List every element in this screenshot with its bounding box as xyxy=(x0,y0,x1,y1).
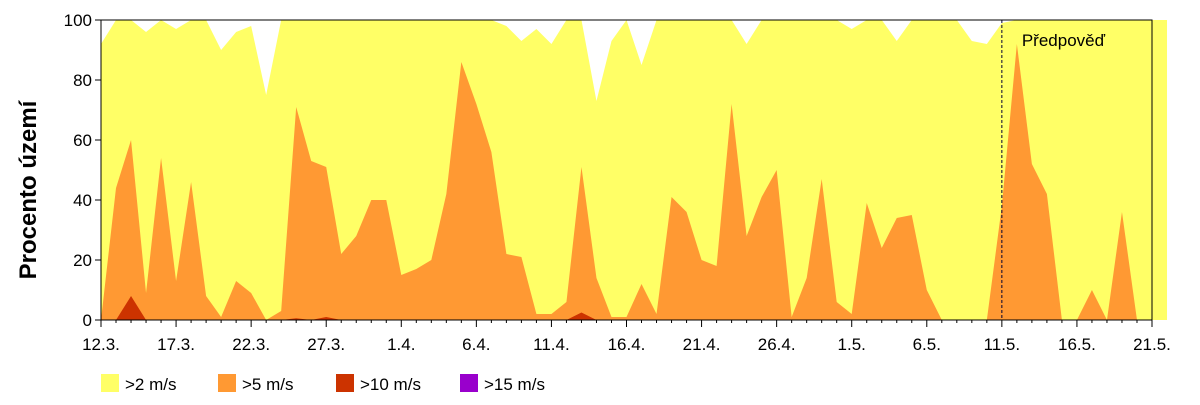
legend-swatch-2 xyxy=(336,374,354,392)
y-tick-label: 20 xyxy=(73,251,92,270)
y-axis-ticks: 0 20 40 60 80 100 xyxy=(64,11,101,330)
series-areas xyxy=(101,20,1168,320)
x-tick-label: 1.5. xyxy=(838,335,866,354)
x-tick-label: 26.4. xyxy=(758,335,796,354)
legend-label-1: >5 m/s xyxy=(242,375,294,394)
y-tick-label: 40 xyxy=(73,191,92,210)
series-area-1 xyxy=(101,44,1168,320)
legend-label-0: >2 m/s xyxy=(125,375,177,394)
forecast-label: Předpověď xyxy=(1022,31,1106,50)
y-tick-label: 0 xyxy=(83,311,92,330)
y-axis-title: Procento území xyxy=(15,99,42,279)
x-tick-label: 27.3. xyxy=(307,335,345,354)
x-tick-label: 16.5. xyxy=(1058,335,1096,354)
y-tick-label: 60 xyxy=(73,131,92,150)
y-tick-label: 100 xyxy=(64,11,92,30)
x-tick-label: 21.4. xyxy=(683,335,721,354)
x-tick-label: 22.3. xyxy=(232,335,270,354)
x-tick-label: 6.5. xyxy=(913,335,941,354)
x-tick-label: 11.4. xyxy=(533,335,570,354)
x-tick-label: 1.4. xyxy=(387,335,415,354)
legend: >2 m/s >5 m/s >10 m/s >15 m/s xyxy=(101,374,545,394)
x-tick-label: 21.5. xyxy=(1133,335,1171,354)
x-tick-label: 17.3. xyxy=(157,335,195,354)
x-tick-label: 11.5. xyxy=(984,335,1021,354)
x-axis-ticks: 12.3. 17.3. 22.3. 27.3. 1.4. 6.4. 11.4. 16.4. 21… xyxy=(82,320,1171,354)
legend-label-3: >15 m/s xyxy=(484,375,545,394)
legend-swatch-1 xyxy=(218,374,236,392)
legend-label-2: >10 m/s xyxy=(360,375,421,394)
legend-swatch-3 xyxy=(460,374,478,392)
x-tick-label: 12.3. xyxy=(82,335,120,354)
legend-swatch-0 xyxy=(101,374,119,392)
y-tick-label: 80 xyxy=(73,71,92,90)
x-tick-label: 6.4. xyxy=(462,335,490,354)
x-tick-label: 16.4. xyxy=(608,335,646,354)
